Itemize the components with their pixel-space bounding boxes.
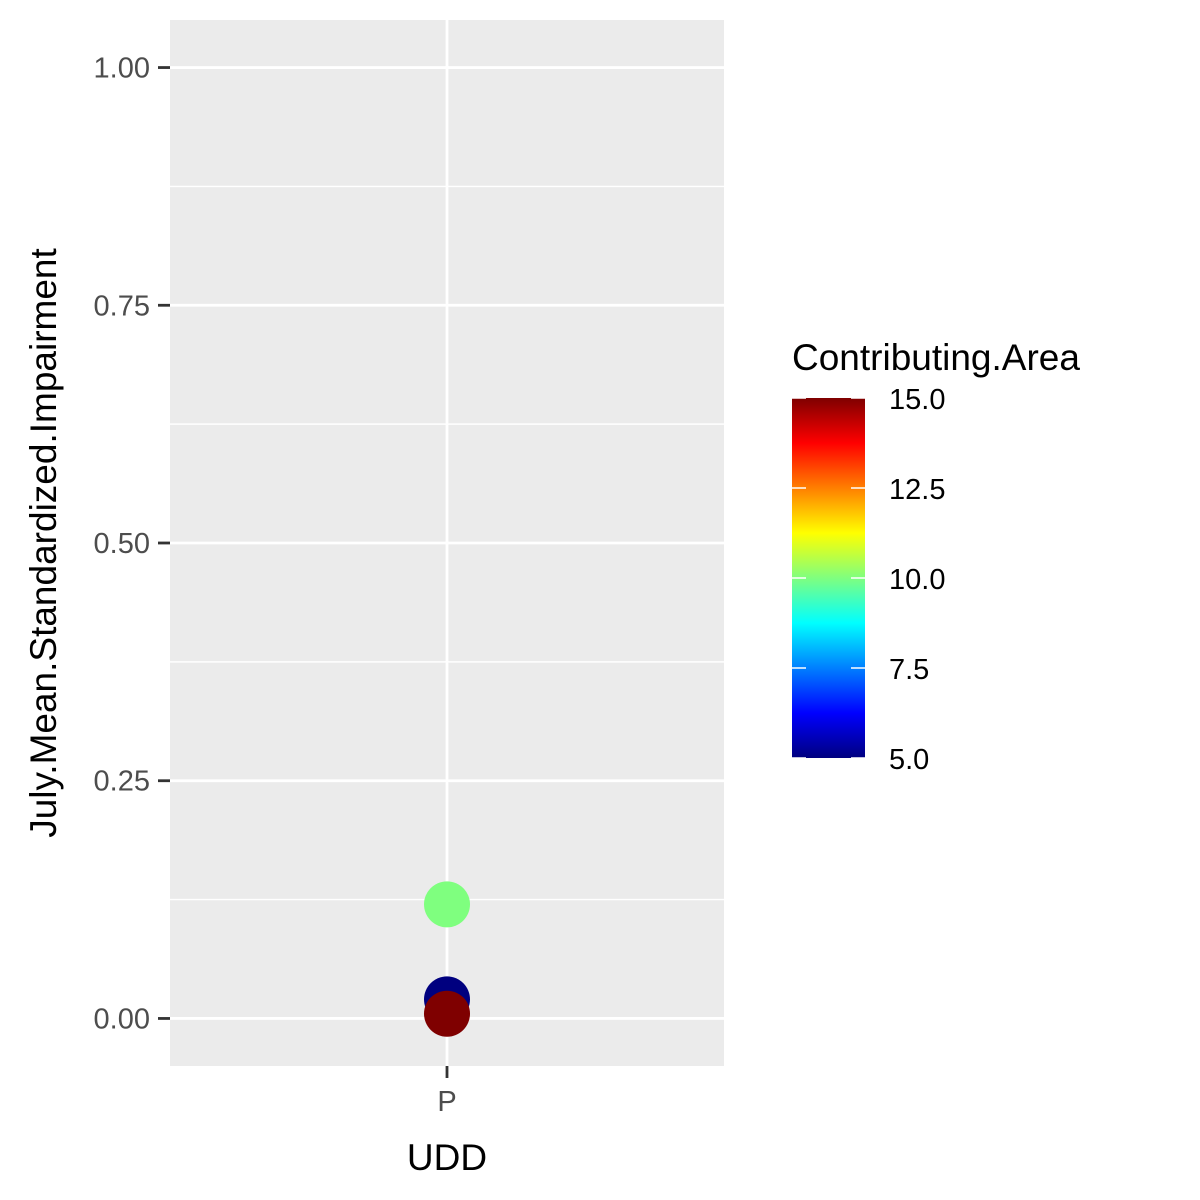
legend-label: 15.0 (889, 384, 945, 416)
data-points (424, 881, 470, 1037)
data-point (424, 881, 470, 928)
x-axis: P (437, 1066, 457, 1118)
legend-ticks: 15.0 12.5 10.0 7.5 5.0 (792, 384, 945, 776)
legend-title: Contributing.Area (792, 337, 1080, 378)
legend-label: 5.0 (889, 744, 929, 776)
legend-label: 7.5 (889, 654, 929, 686)
y-axis: 0.00 0.25 0.50 0.75 1.00 (94, 53, 170, 1035)
y-tick-label: 1.00 (94, 53, 150, 85)
x-axis-title: UDD (407, 1137, 487, 1178)
y-tick-label: 0.50 (94, 528, 150, 560)
data-point (424, 990, 470, 1037)
y-tick-label: 0.25 (94, 766, 150, 798)
y-axis-title: July.Mean.Standardized.Impairment (23, 248, 64, 838)
color-legend: Contributing.Area 15.0 12.5 10.0 7.5 5.0 (792, 337, 1080, 776)
y-tick-label: 0.75 (94, 290, 150, 322)
y-tick-label: 0.00 (94, 1003, 150, 1035)
legend-label: 12.5 (889, 474, 945, 506)
legend-label: 10.0 (889, 564, 945, 596)
x-tick-label: P (437, 1086, 456, 1118)
